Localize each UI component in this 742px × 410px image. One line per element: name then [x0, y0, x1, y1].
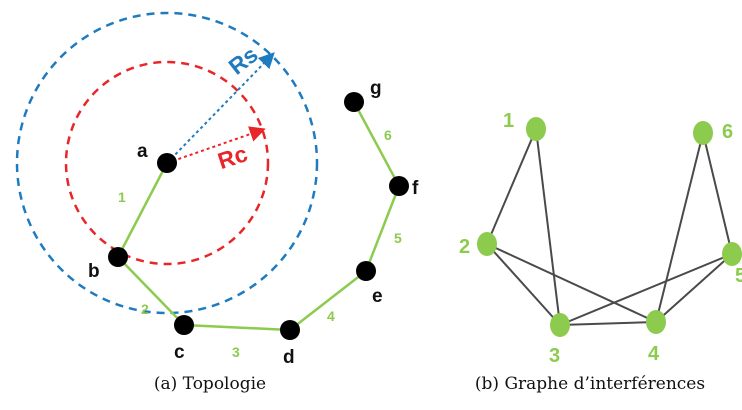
link-label-5: 5	[394, 230, 402, 246]
link-2	[117, 256, 185, 326]
node-f	[389, 176, 409, 196]
graph-node-4	[646, 310, 666, 334]
node-b	[108, 247, 128, 267]
link-5	[364, 185, 401, 272]
topology-diagram: Rs Rc 1 2 3 4 5 6 a b c d e f g	[15, 11, 419, 368]
edge-3-4	[559, 321, 657, 326]
graph-node-3	[550, 313, 570, 337]
edge-2-3	[486, 243, 561, 326]
edge-1-2	[486, 128, 537, 245]
interference-graph: 1 2 3 4 5 6	[459, 110, 742, 367]
node-label-d: d	[283, 347, 295, 368]
graph-node-6	[693, 121, 713, 145]
edge-5-6	[702, 132, 733, 255]
node-c	[174, 315, 194, 335]
node-a	[157, 153, 177, 173]
topology-caption: (a) Topologie	[153, 374, 267, 394]
graph-node-1	[526, 117, 546, 141]
edge-1-3	[535, 128, 561, 326]
link-4	[289, 270, 367, 331]
link-3	[183, 323, 291, 332]
communication-radius-arrow	[166, 126, 266, 164]
node-g	[344, 92, 364, 112]
link-label-3: 3	[232, 344, 240, 360]
graph-node-label-1: 1	[503, 110, 514, 132]
link-label-4: 4	[327, 308, 335, 324]
edge-2-4	[486, 243, 657, 323]
node-e	[356, 261, 376, 281]
node-label-c: c	[174, 342, 185, 363]
node-label-a: a	[137, 141, 148, 162]
link-1	[116, 162, 169, 258]
node-d	[280, 320, 300, 340]
link-label-2: 2	[141, 301, 149, 317]
communication-range-circle	[64, 60, 270, 266]
link-6	[352, 101, 401, 187]
interference-graph-caption: (b) Graphe d’interférences	[474, 374, 706, 394]
node-label-b: b	[88, 261, 100, 282]
graph-node-5	[722, 242, 742, 266]
graph-node-2	[477, 232, 497, 256]
graph-node-label-3: 3	[549, 345, 560, 367]
node-label-g: g	[370, 78, 382, 99]
node-label-e: e	[372, 286, 383, 307]
graph-node-label-5: 5	[735, 265, 742, 287]
sensing-radius-label: Rs	[224, 41, 263, 80]
sensing-range-circle	[15, 11, 319, 315]
edge-4-6	[655, 132, 704, 323]
link-label-1: 1	[118, 189, 126, 205]
edge-4-5	[655, 253, 733, 323]
link-label-6: 6	[384, 127, 392, 143]
sensing-radius-arrow	[166, 52, 275, 164]
graph-node-label-4: 4	[648, 343, 660, 365]
node-label-f: f	[412, 178, 419, 199]
graph-node-label-2: 2	[459, 236, 470, 258]
edge-3-5	[559, 253, 733, 326]
graph-node-label-6: 6	[722, 121, 733, 143]
